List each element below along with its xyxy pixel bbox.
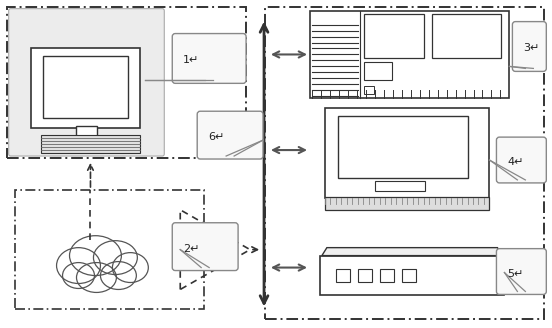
Text: 4↵: 4↵ [507, 157, 524, 167]
Ellipse shape [62, 263, 94, 288]
Bar [325, 197, 490, 210]
Bar [364, 62, 392, 80]
Ellipse shape [56, 248, 100, 283]
Ellipse shape [100, 262, 136, 290]
Text: 6↵: 6↵ [208, 132, 225, 142]
Bar [338, 116, 468, 178]
Bar [375, 181, 424, 191]
Polygon shape [322, 248, 502, 256]
Text: 5↵: 5↵ [507, 269, 524, 278]
Bar [402, 269, 416, 282]
FancyBboxPatch shape [197, 111, 263, 159]
Text: 1↵: 1↵ [183, 55, 200, 65]
Bar [41, 135, 140, 153]
FancyBboxPatch shape [496, 249, 546, 295]
Bar [364, 14, 423, 58]
Ellipse shape [93, 241, 137, 275]
Ellipse shape [77, 263, 116, 293]
Bar [364, 86, 374, 94]
Bar [76, 126, 98, 136]
Bar [336, 269, 350, 282]
Bar [7, 7, 246, 158]
FancyBboxPatch shape [172, 223, 238, 271]
Bar [320, 256, 505, 296]
Bar [358, 269, 371, 282]
Bar [265, 7, 544, 319]
Bar [310, 10, 509, 98]
Text: 3↵: 3↵ [523, 44, 540, 53]
FancyBboxPatch shape [9, 9, 164, 156]
FancyBboxPatch shape [172, 33, 246, 83]
FancyBboxPatch shape [512, 22, 546, 72]
Bar [380, 269, 394, 282]
Bar [325, 108, 490, 198]
Bar [15, 190, 204, 309]
Polygon shape [61, 248, 145, 276]
Bar [30, 49, 140, 128]
FancyBboxPatch shape [496, 137, 546, 183]
Bar [43, 56, 129, 118]
Ellipse shape [70, 236, 121, 276]
Polygon shape [51, 136, 130, 143]
Text: 2↵: 2↵ [183, 244, 200, 254]
Bar [432, 14, 501, 58]
Ellipse shape [113, 253, 148, 282]
